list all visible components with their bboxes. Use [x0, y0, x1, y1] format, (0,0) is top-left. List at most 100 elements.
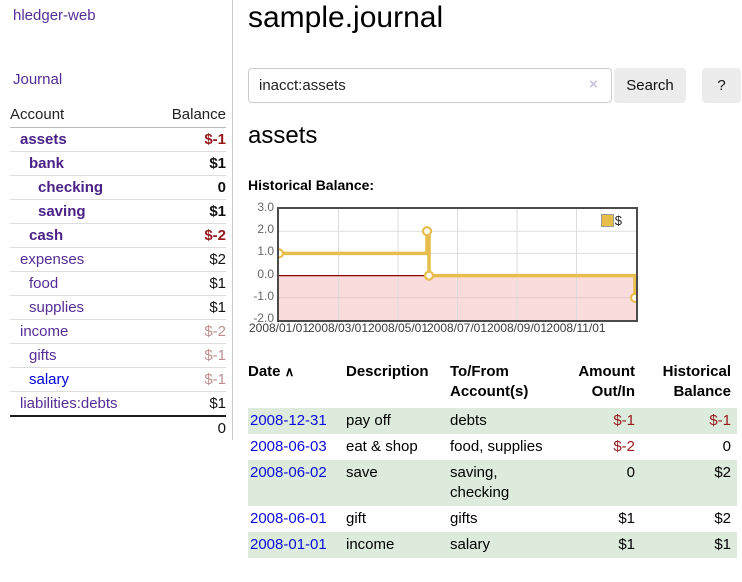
account-link-gifts[interactable]: gifts: [29, 347, 57, 364]
date-header-label: Date: [248, 363, 281, 380]
account-link-salary[interactable]: salary: [29, 371, 70, 388]
transaction-description: pay off: [346, 408, 450, 434]
page-title: sample.journal: [248, 1, 444, 34]
account-row-saving: saving $1: [10, 199, 226, 224]
transaction-row: 2008-12-31 pay off debts $-1 $-1: [248, 408, 737, 434]
app-brand-link[interactable]: hledger-web: [13, 7, 96, 24]
accounts-header-balance: Balance: [153, 106, 226, 128]
transaction-balance: 0: [722, 438, 731, 455]
account-balance: $-1: [153, 367, 226, 392]
account-row-liabilities-debts: liabilities:debts $1: [10, 392, 226, 416]
account-balance: $1: [153, 271, 226, 296]
transaction-accounts: saving, checking: [450, 460, 562, 506]
transaction-date-link[interactable]: 2008-06-02: [250, 464, 327, 481]
account-link-income[interactable]: income: [20, 323, 69, 340]
transaction-description: eat & shop: [346, 438, 418, 455]
transaction-amount: $-1: [562, 408, 641, 434]
register-header-balance: Historical Balance: [662, 363, 731, 400]
transaction-accounts: food, supplies: [450, 438, 543, 455]
account-link-cash[interactable]: cash: [29, 227, 64, 244]
register-header-date[interactable]: Date ∧: [248, 360, 346, 408]
transaction-row: 2008-06-02 save saving, checking 0 $2: [248, 460, 737, 506]
accounts-total-row: 0: [10, 414, 226, 440]
sidebar-item-journal[interactable]: Journal: [13, 71, 63, 88]
account-link-bank[interactable]: bank: [29, 155, 65, 172]
account-heading: assets: [248, 122, 318, 149]
chart-title: Historical Balance:: [248, 177, 375, 193]
account-balance: $1: [153, 295, 226, 320]
transaction-date-link[interactable]: 2008-06-01: [250, 510, 327, 527]
transaction-date-link[interactable]: 2008-12-31: [250, 412, 327, 429]
register-header-row: Date ∧ Description To/From Account(s) Amo…: [248, 360, 737, 408]
transaction-date-link[interactable]: 2008-01-01: [250, 536, 327, 553]
y-tick: 1.0: [257, 244, 274, 258]
account-balance: 0: [153, 175, 226, 200]
transaction-accounts: salary: [450, 532, 562, 558]
chart-legend: $: [600, 213, 622, 228]
account-row-assets: assets $-1: [10, 127, 226, 152]
transaction-date-link[interactable]: 2008-06-03: [250, 438, 327, 455]
accounts-tree-table: Account Balance assets $-1 bank $1 check…: [10, 106, 226, 440]
transaction-balance: $2: [641, 460, 737, 506]
account-balance: $-1: [153, 343, 226, 368]
accounts-header-row: Account Balance: [10, 106, 226, 128]
account-row-bank: bank $1: [10, 151, 226, 176]
transaction-description: save: [346, 460, 450, 506]
register-header-accounts: To/From Account(s): [450, 363, 529, 400]
y-tick: 3.0: [257, 200, 274, 214]
account-row-expenses: expenses $2: [10, 247, 226, 272]
accounts-total-balance: 0: [153, 414, 226, 440]
transaction-balance: $-1: [641, 408, 737, 434]
register-header-amount: Amount Out/In: [578, 363, 635, 400]
transaction-row: 2008-06-01 gift gifts $1 $2: [248, 506, 737, 532]
y-tick: -2.0: [253, 311, 274, 325]
main-content: sample.journal × Search ? assets Histori…: [248, 0, 742, 582]
chart-x-axis: 2008/01/01 2008/03/01 2008/05/01 2008/07…: [248, 321, 742, 337]
account-link-expenses[interactable]: expenses: [20, 251, 85, 268]
account-row-salary: salary $-1: [10, 367, 226, 392]
account-link-liabilities-debts[interactable]: liabilities:debts: [20, 394, 118, 412]
y-tick: 2.0: [257, 222, 274, 236]
search-button[interactable]: Search: [614, 68, 686, 103]
account-balance: $-2: [153, 223, 226, 248]
transaction-amount: $1: [562, 532, 641, 558]
account-row-gifts: gifts $-1: [10, 343, 226, 368]
account-row-checking: checking 0: [10, 175, 226, 200]
account-balance: $1: [153, 151, 226, 176]
x-tick: 2008/11/01: [546, 321, 606, 335]
account-row-cash: cash $-2: [10, 223, 226, 248]
account-row-income: income $-2: [10, 319, 226, 344]
transaction-row: 2008-01-01 income salary $1 $1: [248, 532, 737, 558]
legend-label: $: [614, 213, 622, 228]
register-table: Date ∧ Description To/From Account(s) Amo…: [248, 360, 737, 558]
account-link-assets[interactable]: assets: [20, 131, 67, 148]
y-tick: -1.0: [253, 289, 274, 303]
transaction-amount: $1: [618, 510, 635, 527]
account-balance: $1: [209, 394, 226, 412]
sort-ascending-icon: ∧: [284, 364, 295, 379]
account-link-supplies[interactable]: supplies: [29, 299, 85, 316]
account-balance: $1: [153, 199, 226, 224]
transaction-description: gift: [346, 510, 367, 527]
account-link-saving[interactable]: saving: [38, 203, 86, 220]
account-link-food[interactable]: food: [29, 275, 59, 292]
accounts-header-account: Account: [10, 106, 154, 128]
transaction-description: income: [346, 532, 450, 558]
x-tick: 2008/01/01: [248, 321, 310, 335]
help-button[interactable]: ?: [702, 68, 741, 103]
register-header-description: Description: [346, 363, 429, 380]
chart-y-axis: 3.0 2.0 1.0 0.0 -1.0 -2.0: [248, 200, 274, 325]
clear-search-icon[interactable]: ×: [589, 76, 598, 93]
transaction-amount: $-2: [613, 438, 635, 455]
search-input[interactable]: [248, 68, 612, 103]
transaction-balance: $1: [641, 532, 737, 558]
account-row-supplies: supplies $1: [10, 295, 226, 320]
account-link-checking[interactable]: checking: [38, 179, 104, 196]
x-tick: 2008/05/01: [367, 321, 429, 335]
transaction-accounts: debts: [450, 408, 562, 434]
transaction-accounts: gifts: [450, 510, 478, 527]
account-balance: $-2: [153, 319, 226, 344]
legend-swatch: [600, 214, 614, 227]
historical-balance-chart: $: [273, 207, 641, 322]
x-tick: 2008/09/01: [486, 321, 548, 335]
